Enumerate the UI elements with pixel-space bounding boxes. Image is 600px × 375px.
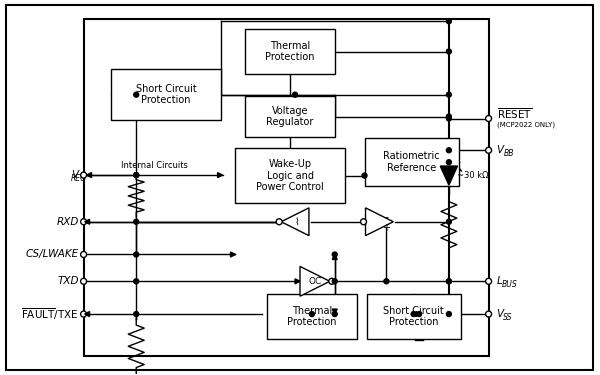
Circle shape bbox=[134, 312, 139, 316]
Text: Ratiometric
Reference: Ratiometric Reference bbox=[383, 152, 440, 173]
Circle shape bbox=[276, 219, 282, 225]
Text: SS: SS bbox=[502, 312, 512, 321]
Polygon shape bbox=[281, 208, 309, 236]
Text: Wake-Up
Logic and
Power Control: Wake-Up Logic and Power Control bbox=[256, 159, 324, 192]
Text: Short Circuit
Protection: Short Circuit Protection bbox=[136, 84, 196, 105]
Circle shape bbox=[362, 173, 367, 178]
Text: L: L bbox=[497, 276, 502, 286]
Circle shape bbox=[80, 311, 86, 317]
Text: BB: BB bbox=[503, 149, 514, 158]
Circle shape bbox=[446, 279, 451, 284]
Text: V: V bbox=[497, 145, 503, 155]
Circle shape bbox=[446, 279, 451, 284]
Circle shape bbox=[134, 219, 139, 224]
Circle shape bbox=[446, 92, 451, 97]
Circle shape bbox=[446, 49, 451, 54]
Bar bbox=[112, 69, 221, 120]
Circle shape bbox=[446, 219, 451, 224]
Circle shape bbox=[80, 278, 86, 284]
Text: V: V bbox=[497, 309, 503, 319]
Text: Short Circuit
Protection: Short Circuit Protection bbox=[383, 306, 444, 327]
Text: BUS: BUS bbox=[502, 280, 517, 289]
Text: Voltage
Regulator: Voltage Regulator bbox=[266, 106, 314, 128]
Circle shape bbox=[134, 252, 139, 257]
Circle shape bbox=[361, 219, 367, 225]
Polygon shape bbox=[85, 219, 89, 224]
Bar bbox=[235, 148, 344, 203]
Polygon shape bbox=[300, 266, 330, 296]
Circle shape bbox=[485, 278, 491, 284]
Circle shape bbox=[446, 160, 451, 165]
Circle shape bbox=[485, 311, 491, 317]
Circle shape bbox=[485, 147, 491, 153]
Circle shape bbox=[80, 172, 86, 178]
Circle shape bbox=[411, 312, 416, 316]
Circle shape bbox=[416, 312, 422, 316]
Circle shape bbox=[446, 114, 451, 119]
Bar bbox=[83, 19, 488, 356]
Circle shape bbox=[332, 312, 337, 316]
Text: Thermal
Protection: Thermal Protection bbox=[287, 306, 337, 327]
Bar bbox=[365, 138, 459, 186]
Text: RXD: RXD bbox=[56, 217, 79, 227]
Text: +: + bbox=[382, 223, 391, 233]
Circle shape bbox=[329, 278, 335, 284]
Circle shape bbox=[293, 92, 298, 97]
Bar bbox=[267, 294, 356, 339]
Circle shape bbox=[80, 219, 86, 225]
Polygon shape bbox=[85, 312, 89, 316]
Circle shape bbox=[332, 252, 337, 257]
Circle shape bbox=[134, 172, 139, 178]
Polygon shape bbox=[230, 252, 235, 257]
Polygon shape bbox=[332, 309, 337, 314]
Circle shape bbox=[134, 92, 139, 97]
Text: Thermal
Protection: Thermal Protection bbox=[265, 41, 315, 62]
Text: $\overline{\rm FAULT}$/TXE: $\overline{\rm FAULT}$/TXE bbox=[21, 306, 79, 322]
Bar bbox=[245, 96, 335, 137]
Circle shape bbox=[485, 116, 491, 122]
Polygon shape bbox=[440, 166, 457, 185]
Text: (MCP2022 ONLY): (MCP2022 ONLY) bbox=[497, 121, 554, 128]
Circle shape bbox=[446, 19, 451, 24]
Text: $\overline{\rm RESET}$: $\overline{\rm RESET}$ bbox=[497, 106, 532, 121]
Circle shape bbox=[446, 116, 451, 121]
Bar bbox=[367, 294, 461, 339]
Text: V: V bbox=[71, 170, 79, 180]
Circle shape bbox=[446, 312, 451, 316]
Text: ~30 kΩ: ~30 kΩ bbox=[457, 171, 488, 180]
Text: CS/LWAKE: CS/LWAKE bbox=[26, 249, 79, 259]
Bar bbox=[245, 29, 335, 74]
Circle shape bbox=[332, 279, 337, 284]
Polygon shape bbox=[365, 208, 394, 236]
Circle shape bbox=[310, 312, 314, 316]
Circle shape bbox=[134, 279, 139, 284]
Circle shape bbox=[134, 172, 139, 178]
Polygon shape bbox=[86, 172, 92, 178]
Circle shape bbox=[384, 279, 389, 284]
Polygon shape bbox=[295, 279, 300, 284]
Circle shape bbox=[446, 148, 451, 153]
Text: TXD: TXD bbox=[57, 276, 79, 286]
Circle shape bbox=[80, 252, 86, 258]
Text: –: – bbox=[384, 212, 389, 222]
Text: Internal Circuits: Internal Circuits bbox=[121, 160, 188, 170]
Text: OC: OC bbox=[308, 277, 322, 286]
Text: REG: REG bbox=[71, 174, 86, 183]
Polygon shape bbox=[412, 312, 416, 316]
Text: ⌇: ⌇ bbox=[295, 218, 299, 228]
Polygon shape bbox=[218, 172, 223, 178]
Polygon shape bbox=[332, 255, 337, 260]
